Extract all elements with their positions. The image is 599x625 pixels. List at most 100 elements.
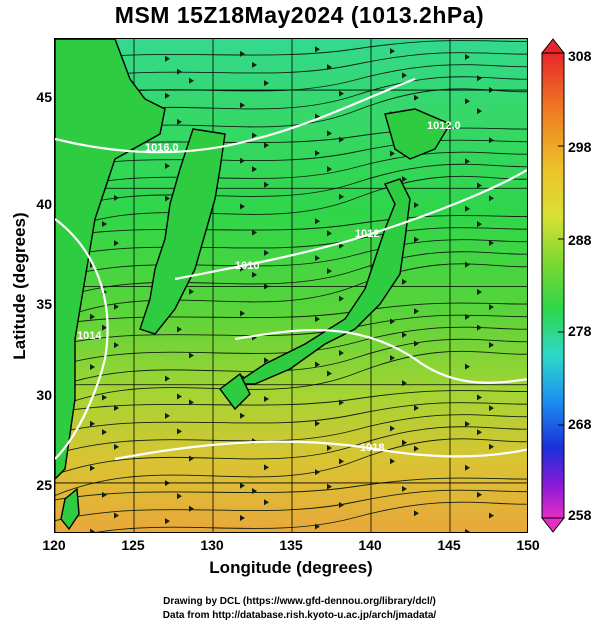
- streamline-arrowhead: [477, 221, 482, 228]
- streamline: [55, 390, 527, 413]
- taiwan-landmass: [60, 487, 80, 531]
- streamline-arrowhead: [114, 404, 119, 411]
- streamline-arrowhead: [90, 528, 95, 532]
- honshu-landmass: [232, 178, 411, 385]
- streamline-arrowhead: [414, 94, 419, 101]
- wind-streamlines: [55, 40, 527, 533]
- colorbar-ticks: [558, 52, 564, 519]
- streamline-arrowhead: [390, 48, 395, 55]
- streamline-arrowhead: [177, 68, 182, 75]
- streamline: [55, 52, 527, 84]
- x-tick-label: 140: [358, 537, 382, 553]
- streamline: [55, 263, 527, 322]
- colorbar-top-arrow: [540, 38, 566, 54]
- streamline-arrowhead: [327, 64, 332, 71]
- streamline-arrowhead: [165, 195, 170, 202]
- streamline-arrowhead: [477, 394, 482, 401]
- map-plot-area: 1016.0 1012 1014 1010 1012.0 1018: [55, 39, 527, 533]
- streamline: [55, 215, 527, 238]
- streamline: [55, 477, 527, 501]
- x-tick-label: 125: [121, 537, 145, 553]
- colorbar-label: 298: [568, 139, 592, 155]
- streamline-arrowhead: [390, 150, 395, 157]
- colorbar-label: 278: [568, 323, 592, 339]
- streamline: [55, 251, 527, 301]
- streamline-arrowhead: [102, 324, 107, 331]
- streamline-arrowhead: [414, 445, 419, 452]
- streamline: [55, 338, 527, 388]
- streamline-arrowhead: [114, 443, 119, 450]
- streamline-arrowhead: [465, 363, 470, 370]
- streamline-arrowhead: [414, 201, 419, 208]
- streamline-arrowhead: [177, 493, 182, 500]
- streamline-arrowhead: [465, 261, 470, 268]
- streamline-arrowhead: [189, 288, 194, 295]
- streamline-arrowhead: [465, 464, 470, 471]
- streamline: [55, 175, 527, 234]
- y-tick-label: 35: [36, 296, 52, 312]
- streamline-arrowhead: [489, 304, 494, 311]
- coastlines: [55, 39, 452, 531]
- y-axis-label: Latitude (degrees): [10, 212, 29, 360]
- colorbar-bottom-arrow: [540, 517, 566, 533]
- streamline-arrowhead: [477, 491, 482, 498]
- streamline-arrowhead: [489, 137, 494, 144]
- streamline-arrowhead: [315, 218, 320, 225]
- x-tick-label: 135: [279, 537, 303, 553]
- isobar-1014: [55, 218, 109, 460]
- y-tick-label: 25: [36, 477, 52, 493]
- streamline-arrowhead: [402, 176, 407, 183]
- colorbar-label: 258: [568, 507, 592, 523]
- streamline: [55, 40, 527, 63]
- streamline: [55, 139, 527, 172]
- streamline-arrowhead: [90, 313, 95, 320]
- streamline-arrowhead: [240, 50, 245, 57]
- streamline-arrowhead: [489, 443, 494, 450]
- streamline-arrowhead: [252, 166, 257, 173]
- map-panel: 1016.0 1012 1014 1010 1012.0 1018: [54, 38, 528, 533]
- streamline-arrowhead: [189, 352, 194, 359]
- streamline: [55, 163, 527, 213]
- streamline-arrowhead: [315, 420, 320, 427]
- streamline-arrowhead: [477, 429, 482, 436]
- x-tick-label: 145: [437, 537, 461, 553]
- y-tick-label: 45: [36, 89, 52, 105]
- streamline-arrowhead: [165, 162, 170, 169]
- streamline-arrowhead: [264, 80, 269, 87]
- contour-label-1012: 1012: [355, 228, 379, 240]
- streamline-arrowhead: [414, 308, 419, 315]
- isobar-1018: [114, 440, 527, 461]
- streamline-arrowhead: [327, 370, 332, 377]
- colorbar-body: [541, 52, 565, 519]
- footer-credit-drawing: Drawing by DCL (https://www.gfd-dennou.o…: [163, 596, 436, 607]
- colorbar-label: 268: [568, 416, 592, 432]
- streamline-arrowhead: [114, 303, 119, 310]
- streamline: [55, 326, 527, 368]
- streamline-arrowhead: [90, 420, 95, 427]
- streamline-arrowhead: [339, 136, 344, 143]
- streamline-arrowhead: [252, 229, 257, 236]
- streamline-arrowhead: [165, 518, 170, 525]
- streamline-arrowhead: [489, 405, 494, 412]
- streamline-arrowhead: [489, 239, 494, 246]
- streamline-arrowhead: [339, 295, 344, 302]
- streamline-arrowhead: [339, 350, 344, 357]
- streamline-arrowhead: [327, 444, 332, 451]
- isobar-1016: [55, 77, 416, 154]
- streamline-arrowhead: [264, 499, 269, 506]
- streamline-arrowhead: [327, 166, 332, 173]
- streamline-arrowhead: [339, 399, 344, 406]
- streamline-arrowhead: [465, 205, 470, 212]
- streamline-arrowhead: [327, 130, 332, 137]
- streamline-arrowhead: [414, 340, 419, 347]
- streamline-arrowhead: [339, 90, 344, 97]
- streamline-arrowhead: [414, 236, 419, 243]
- streamline: [55, 426, 527, 476]
- streamline-arrowhead: [165, 412, 170, 419]
- chart-title: MSM 15Z18May2024 (1013.2hPa): [114, 2, 485, 28]
- streamline-arrowhead: [264, 249, 269, 256]
- streamline-arrowhead: [390, 532, 395, 533]
- streamline-arrowhead: [465, 53, 470, 60]
- contour-labels: 1016.0 1012 1014 1010 1012.0 1018: [77, 120, 461, 454]
- colorbar: [540, 38, 566, 533]
